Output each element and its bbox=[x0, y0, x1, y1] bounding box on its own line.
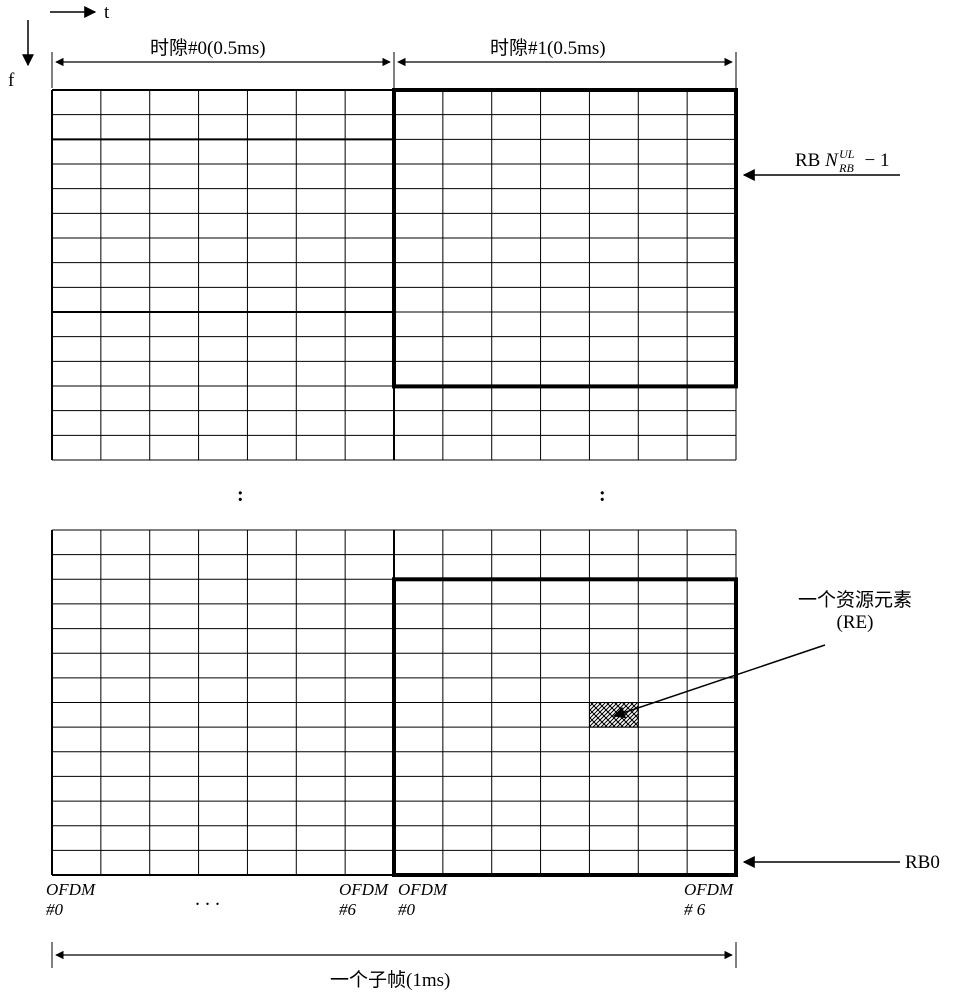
rb-bottom-label: RB0 bbox=[905, 852, 940, 874]
rb-top-suffix: − 1 bbox=[865, 150, 890, 171]
ofdm-l6: OFDM #6 bbox=[339, 880, 388, 920]
re-arrow bbox=[614, 645, 825, 716]
re-label-line1: 一个资源元素 bbox=[780, 585, 930, 612]
colon-right: : bbox=[599, 484, 606, 507]
ofdm-l6-b: #6 bbox=[339, 900, 388, 920]
ofdm-r6: OFDM # 6 bbox=[684, 880, 733, 920]
re-label: 一个资源元素 (RE) bbox=[780, 585, 930, 634]
ofdm-r6-a: OFDM bbox=[684, 880, 733, 900]
ofdm-dots-left: . . . bbox=[195, 888, 220, 911]
ofdm-r0-a: OFDM bbox=[398, 880, 447, 900]
ofdm-r6-b: # 6 bbox=[684, 900, 733, 920]
subframe-label: 一个子帧(1ms) bbox=[330, 965, 450, 992]
ofdm-l0-b: #0 bbox=[46, 900, 95, 920]
rb-top-sub: RB bbox=[839, 161, 854, 176]
rb-top-label: RB NULRB − 1 bbox=[795, 150, 890, 172]
re-label-line2: (RE) bbox=[780, 612, 930, 634]
ofdm-l0: OFDM #0 bbox=[46, 880, 95, 920]
slot1-label: 时隙#1(0.5ms) bbox=[490, 33, 606, 60]
resource-grid bbox=[52, 90, 736, 875]
ofdm-r0: OFDM #0 bbox=[398, 880, 447, 920]
rb-top-N: N bbox=[825, 150, 838, 171]
t-axis-label: t bbox=[104, 2, 109, 24]
ofdm-r0-b: #0 bbox=[398, 900, 447, 920]
ofdm-l0-a: OFDM bbox=[46, 880, 95, 900]
diagram-root: t f 时隙#0(0.5ms) 时隙#1(0.5ms) RB NULRB − 1… bbox=[0, 0, 976, 1000]
colon-left: : bbox=[237, 484, 244, 507]
resource-element-cell bbox=[589, 703, 638, 728]
slot0-label: 时隙#0(0.5ms) bbox=[150, 33, 266, 60]
rb-top-sup: UL bbox=[839, 147, 854, 162]
rb-top-prefix: RB bbox=[795, 150, 820, 171]
ofdm-l6-a: OFDM bbox=[339, 880, 388, 900]
f-axis-label: f bbox=[8, 70, 14, 92]
